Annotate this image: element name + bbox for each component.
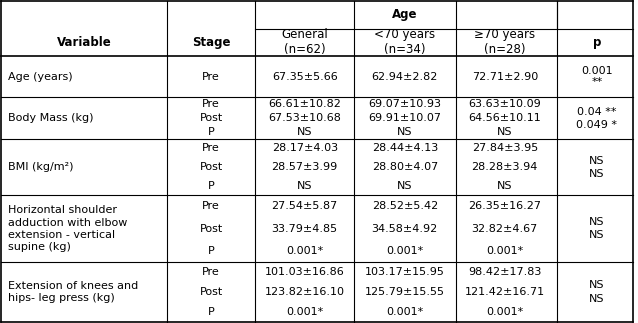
Text: 69.07±10.93: 69.07±10.93 [368, 99, 441, 109]
Text: 0.001*: 0.001* [486, 246, 523, 256]
Text: 28.28±3.94: 28.28±3.94 [471, 162, 538, 172]
Text: 28.80±4.07: 28.80±4.07 [371, 162, 438, 172]
Text: NS: NS [497, 181, 512, 191]
Text: Body Mass (kg): Body Mass (kg) [8, 113, 93, 123]
Text: Pre: Pre [202, 267, 220, 277]
Text: Post: Post [200, 287, 223, 297]
Text: 67.35±5.66: 67.35±5.66 [272, 72, 338, 82]
Text: 66.61±10.82: 66.61±10.82 [268, 99, 341, 109]
Text: 101.03±16.86: 101.03±16.86 [265, 267, 345, 277]
Text: NS: NS [297, 127, 313, 137]
Text: Horizontal shoulder
adduction with elbow
extension - vertical
supine (kg): Horizontal shoulder adduction with elbow… [8, 205, 127, 252]
Text: 28.57±3.99: 28.57±3.99 [272, 162, 338, 172]
Text: ≥70 years
(n=28): ≥70 years (n=28) [474, 28, 535, 56]
Text: BMI (kg/m²): BMI (kg/m²) [8, 162, 73, 172]
Text: Pre: Pre [202, 72, 220, 82]
Text: NS
NS: NS NS [589, 155, 605, 179]
Text: 103.17±15.95: 103.17±15.95 [365, 267, 445, 277]
Text: 27.84±3.95: 27.84±3.95 [471, 143, 538, 153]
Text: <70 years
(n=34): <70 years (n=34) [375, 28, 435, 56]
Text: 0.001*: 0.001* [386, 246, 424, 256]
Text: NS: NS [297, 181, 313, 191]
Text: Pre: Pre [202, 201, 220, 211]
Text: 64.56±10.11: 64.56±10.11 [468, 113, 541, 123]
Text: 32.82±4.67: 32.82±4.67 [471, 224, 538, 234]
Text: p: p [593, 36, 601, 49]
Text: 67.53±10.68: 67.53±10.68 [268, 113, 341, 123]
Text: 63.63±10.09: 63.63±10.09 [468, 99, 541, 109]
Text: Post: Post [200, 113, 223, 123]
Text: P: P [207, 307, 214, 317]
Text: 98.42±17.83: 98.42±17.83 [468, 267, 542, 277]
Text: 125.79±15.55: 125.79±15.55 [365, 287, 445, 297]
Text: Age (years): Age (years) [8, 72, 72, 82]
Text: NS: NS [497, 127, 512, 137]
Text: P: P [207, 127, 214, 137]
Text: 121.42±16.71: 121.42±16.71 [464, 287, 545, 297]
Text: Pre: Pre [202, 99, 220, 109]
Text: 34.58±4.92: 34.58±4.92 [371, 224, 438, 234]
Text: NS: NS [397, 127, 413, 137]
Text: P: P [207, 181, 214, 191]
Text: 0.001*: 0.001* [286, 246, 323, 256]
Text: 27.54±5.87: 27.54±5.87 [272, 201, 338, 211]
Text: Age: Age [392, 8, 417, 22]
Text: 28.17±4.03: 28.17±4.03 [272, 143, 338, 153]
Text: Variable: Variable [57, 36, 112, 49]
Text: 62.94±2.82: 62.94±2.82 [371, 72, 438, 82]
Text: 72.71±2.90: 72.71±2.90 [471, 72, 538, 82]
Text: 28.44±4.13: 28.44±4.13 [371, 143, 438, 153]
Text: 0.001*: 0.001* [386, 307, 424, 317]
Text: NS: NS [397, 181, 413, 191]
Text: 123.82±16.10: 123.82±16.10 [265, 287, 345, 297]
Text: 33.79±4.85: 33.79±4.85 [272, 224, 338, 234]
Text: 0.001
**: 0.001 ** [581, 66, 612, 88]
Text: Pre: Pre [202, 143, 220, 153]
Text: 0.001*: 0.001* [286, 307, 323, 317]
Text: 0.001*: 0.001* [486, 307, 523, 317]
Text: Extension of knees and
hips- leg press (kg): Extension of knees and hips- leg press (… [8, 281, 138, 303]
Text: P: P [207, 246, 214, 256]
Text: 0.04 **
0.049 *: 0.04 ** 0.049 * [576, 107, 618, 130]
Text: General
(n=62): General (n=62) [281, 28, 328, 56]
Text: Post: Post [200, 162, 223, 172]
Text: NS
NS: NS NS [589, 280, 605, 304]
Text: Post: Post [200, 224, 223, 234]
Text: 69.91±10.07: 69.91±10.07 [368, 113, 441, 123]
Text: 28.52±5.42: 28.52±5.42 [371, 201, 438, 211]
Text: Stage: Stage [192, 36, 230, 49]
Text: NS
NS: NS NS [589, 217, 605, 240]
Text: 26.35±16.27: 26.35±16.27 [468, 201, 541, 211]
